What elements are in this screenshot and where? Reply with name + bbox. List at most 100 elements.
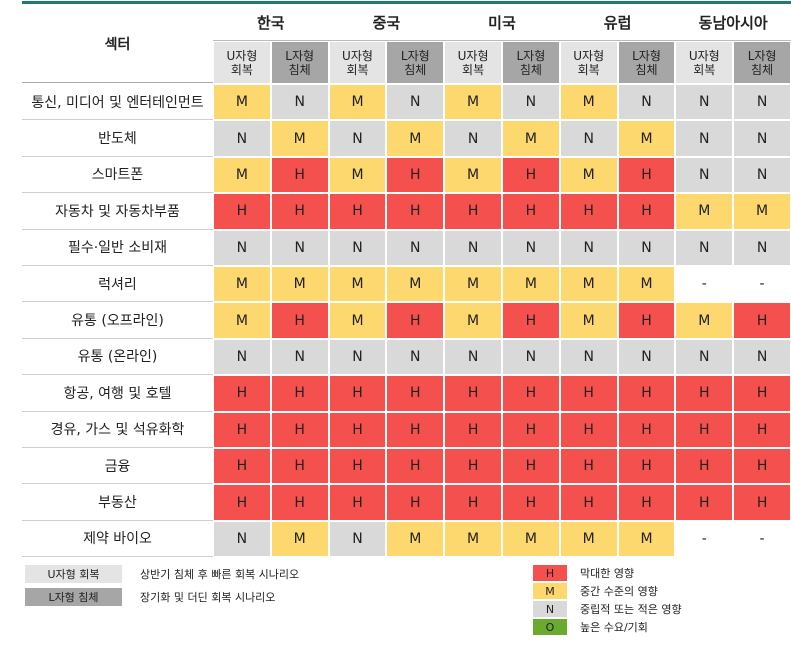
impact-cell: H [618, 303, 675, 338]
scenario-legend-text: 상반기 침체 후 빠른 회복 시나리오 [140, 568, 300, 581]
impact-cell: M [503, 267, 559, 302]
sector-label: 스마트폰 [22, 156, 213, 194]
sector-label: 유통 (온라인) [22, 338, 213, 376]
impact-cell: H [329, 412, 386, 447]
impact-cell: M [618, 267, 675, 302]
impact-cell: M [560, 267, 617, 302]
impact-cell: H [734, 485, 790, 520]
impact-cell: H [271, 303, 328, 338]
impact-cell: H [618, 194, 675, 229]
impact-cell: H [271, 376, 328, 411]
impact-cell: H [445, 376, 501, 411]
scenario-header-line: L자형 [400, 48, 430, 63]
impact-cell: N [560, 230, 617, 265]
impact-cell: H [214, 194, 270, 229]
impact-cell: H [271, 412, 328, 447]
impact-cell: M [560, 303, 617, 338]
scenario-legend-text: 장기화 및 더딘 회복 시나리오 [140, 591, 276, 604]
impact-cell: H [503, 157, 559, 193]
scenario-header-line: 침체 [288, 62, 311, 77]
impact-cell: H [214, 412, 270, 447]
sector-header: 섹터 [22, 5, 213, 83]
impact-cell: N [214, 521, 270, 557]
sector-label: 제약 바이오 [22, 520, 213, 558]
impact-cell: H [271, 485, 328, 520]
impact-cell: H [560, 485, 617, 520]
impact-cell: H [271, 449, 328, 484]
scenario-header-line: L자형 [516, 48, 546, 63]
sector-label: 부동산 [22, 484, 213, 521]
impact-cell: - [676, 267, 733, 302]
impact-cell: H [560, 376, 617, 411]
impact-cell: H [329, 194, 386, 229]
impact-cell: N [618, 85, 675, 120]
impact-legend-text: 막대한 영향 [580, 567, 635, 580]
impact-cell: M [445, 157, 501, 193]
scenario-legend-box: U자형 회복 [25, 565, 122, 583]
impact-cell: H [734, 376, 790, 411]
impact-cell: N [503, 85, 559, 120]
impact-legend-text: 중립적 또는 적은 영향 [580, 603, 682, 616]
impact-cell: M [560, 157, 617, 193]
impact-cell: N [676, 157, 733, 193]
scenario-header-line: L자형 [632, 48, 661, 63]
impact-cell: N [676, 339, 733, 375]
impact-cell: N [214, 339, 270, 375]
scenario-header: U자형 회복 [214, 42, 270, 83]
scenario-header: L자형 침체 [387, 42, 444, 83]
impact-cell: H [329, 485, 386, 520]
impact-cell: M [387, 267, 444, 302]
impact-cell: M [676, 194, 733, 229]
region-header: 한국 [213, 5, 329, 41]
impact-cell: H [676, 376, 733, 411]
impact-cell: M [214, 85, 270, 120]
impact-cell: - [676, 521, 733, 557]
impact-cell: H [676, 449, 733, 484]
impact-cell: M [214, 267, 270, 302]
impact-cell: M [445, 303, 501, 338]
impact-cell: N [445, 230, 501, 265]
impact-cell: M [329, 85, 386, 120]
impact-cell: H [734, 303, 790, 338]
impact-cell: N [214, 230, 270, 265]
impact-cell: N [387, 339, 444, 375]
scenario-header-line: 회복 [230, 62, 253, 77]
impact-cell: M [618, 121, 675, 156]
impact-cell: H [214, 485, 270, 520]
impact-cell: H [445, 412, 501, 447]
impact-cell: H [560, 449, 617, 484]
impact-cell: N [271, 230, 328, 265]
scenario-header: U자형 회복 [329, 42, 386, 83]
impact-cell: M [560, 85, 617, 120]
impact-cell: M [329, 303, 386, 338]
impact-cell: H [329, 449, 386, 484]
impact-cell: M [560, 521, 617, 557]
impact-cell: M [329, 267, 386, 302]
scenario-header-line: U자형 [688, 48, 720, 63]
impact-cell: - [734, 267, 790, 302]
sector-label: 경유, 가스 및 석유화학 [22, 411, 213, 448]
impact-cell: H [734, 412, 790, 447]
impact-cell: N [445, 121, 501, 156]
impact-cell: N [734, 230, 790, 265]
impact-cell: N [734, 339, 790, 375]
scenario-header-line: 침체 [635, 62, 658, 77]
scenario-header-line: 침체 [404, 62, 427, 77]
impact-legend-text: 높은 수요/기회 [580, 621, 648, 634]
impact-cell: H [618, 412, 675, 447]
impact-cell: M [734, 194, 790, 229]
impact-cell: N [676, 230, 733, 265]
impact-cell: N [329, 230, 386, 265]
impact-cell: H [387, 376, 444, 411]
region-header: 미국 [444, 5, 560, 41]
scenario-legend-box: L자형 침체 [25, 588, 122, 606]
impact-cell: M [618, 521, 675, 557]
scenario-header-line: 회복 [462, 62, 485, 77]
impact-cell: N [271, 339, 328, 375]
impact-cell: N [214, 121, 270, 156]
impact-cell: H [503, 449, 559, 484]
scenario-header: U자형 회복 [560, 42, 617, 83]
impact-cell: H [618, 157, 675, 193]
impact-cell: N [560, 121, 617, 156]
